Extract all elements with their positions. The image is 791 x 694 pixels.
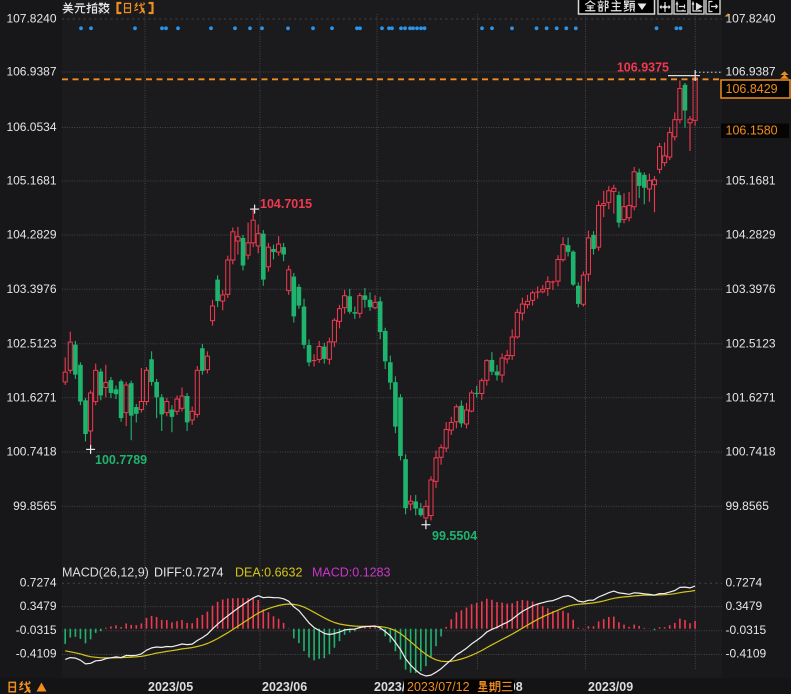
- svg-text:101.6271: 101.6271: [726, 390, 776, 404]
- svg-text:2023/05: 2023/05: [148, 680, 193, 694]
- svg-text:106.1580: 106.1580: [726, 123, 778, 137]
- svg-text:101.6271: 101.6271: [6, 390, 56, 404]
- svg-text:106.0534: 106.0534: [6, 120, 56, 134]
- svg-text:103.3976: 103.3976: [726, 282, 776, 296]
- svg-text:0.3479: 0.3479: [20, 599, 57, 613]
- svg-text:104.7015: 104.7015: [260, 197, 312, 211]
- svg-text:-0.0315: -0.0315: [726, 623, 767, 637]
- svg-text:106.9375: 106.9375: [617, 61, 669, 75]
- svg-text:99.5504: 99.5504: [432, 529, 477, 543]
- svg-text:0.7274: 0.7274: [20, 575, 57, 589]
- svg-text:2023/09: 2023/09: [588, 680, 633, 694]
- svg-text:0.3479: 0.3479: [726, 599, 763, 613]
- svg-text:MACD(26,12,9): MACD(26,12,9): [62, 566, 149, 580]
- svg-text:2023/06: 2023/06: [262, 680, 307, 694]
- svg-text:106.9387: 106.9387: [726, 65, 776, 79]
- svg-text:104.2829: 104.2829: [6, 228, 56, 242]
- svg-text:99.8565: 99.8565: [726, 499, 770, 513]
- svg-text:102.5123: 102.5123: [6, 336, 56, 350]
- svg-text:106.9387: 106.9387: [6, 65, 56, 79]
- svg-text:-0.4109: -0.4109: [16, 647, 57, 661]
- svg-text:-0.0315: -0.0315: [16, 623, 57, 637]
- svg-text:103.3976: 103.3976: [6, 282, 56, 296]
- svg-text:100.7418: 100.7418: [726, 445, 776, 459]
- svg-text:0.7274: 0.7274: [726, 575, 763, 589]
- svg-text:104.2829: 104.2829: [726, 228, 776, 242]
- svg-text:105.1681: 105.1681: [6, 174, 56, 188]
- svg-text:100.7789: 100.7789: [95, 453, 147, 467]
- svg-text:DIFF:0.7274: DIFF:0.7274: [154, 566, 224, 580]
- svg-text:99.8565: 99.8565: [13, 499, 57, 513]
- svg-text:DEA:0.6632: DEA:0.6632: [235, 566, 302, 580]
- svg-text:100.7418: 100.7418: [6, 445, 56, 459]
- svg-text:2023/07/12: 2023/07/12: [407, 680, 470, 694]
- svg-text:102.5123: 102.5123: [726, 336, 776, 350]
- svg-text:107.8240: 107.8240: [6, 12, 56, 26]
- svg-text:105.1681: 105.1681: [726, 174, 776, 188]
- svg-text:106.8429: 106.8429: [726, 82, 778, 96]
- svg-text:-0.4109: -0.4109: [726, 647, 767, 661]
- svg-text:MACD:0.1283: MACD:0.1283: [312, 566, 391, 580]
- svg-text:107.8240: 107.8240: [726, 12, 776, 26]
